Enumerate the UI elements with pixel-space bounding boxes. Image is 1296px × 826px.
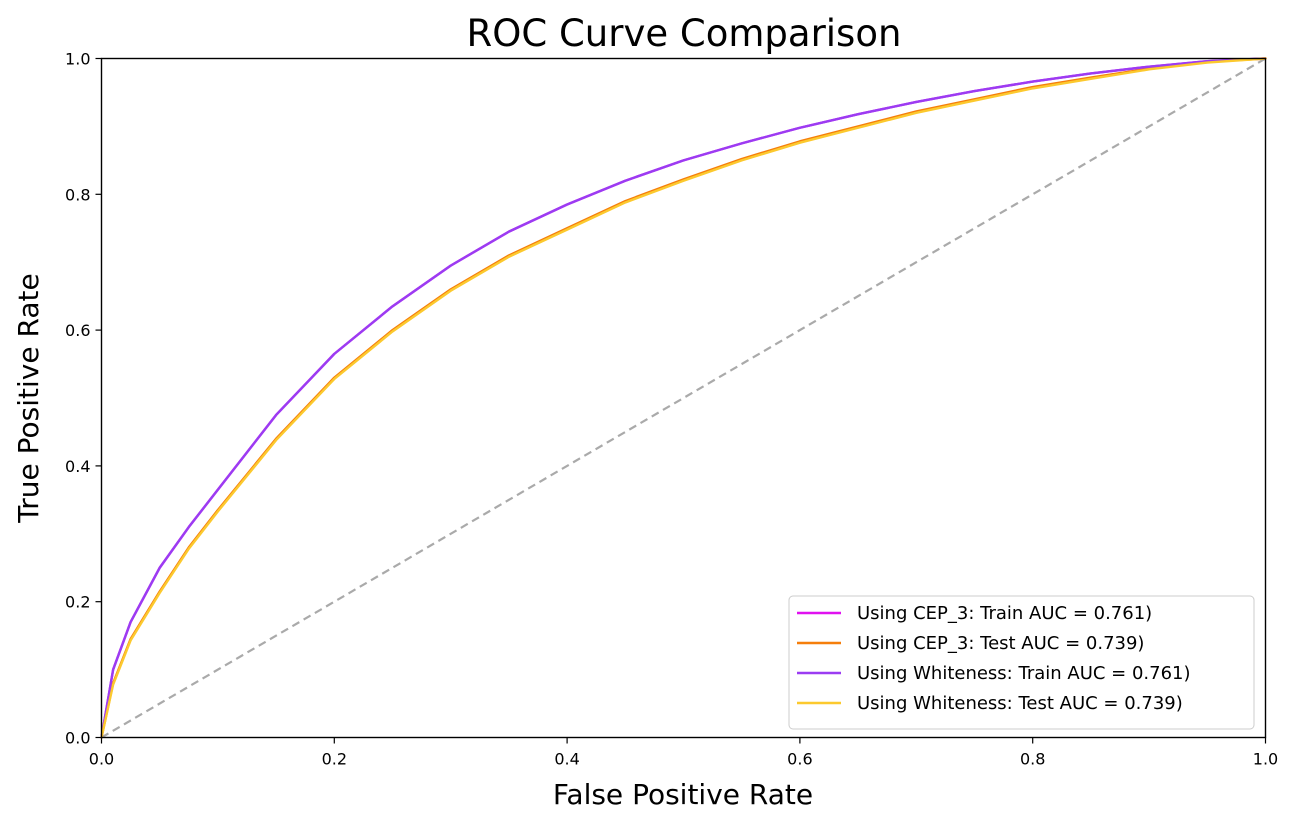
y-tick-label-4: 0.8 <box>65 185 90 204</box>
plot-area <box>100 57 1267 739</box>
x-tick-label-1: 0.2 <box>322 750 347 769</box>
x-axis-title: False Positive Rate <box>553 778 813 811</box>
legend: Using CEP_3: Train AUC = 0.761) Using CEP… <box>788 595 1255 730</box>
x-tick-label-5: 1.0 <box>1253 750 1278 769</box>
x-tick-label-2: 0.4 <box>554 750 579 769</box>
legend-label-1: Using CEP_3: Train AUC = 0.761) <box>857 603 1152 624</box>
x-tick-label-4: 0.8 <box>1020 750 1045 769</box>
y-axis-title: True Positive Rate <box>12 273 45 523</box>
legend-entries: Using CEP_3: Train AUC = 0.761) Using CEP… <box>797 603 1191 714</box>
y-tick-label-2: 0.4 <box>65 457 90 476</box>
series-layer <box>100 57 1267 739</box>
plot-frame <box>100 57 1267 739</box>
x-axis: 0.0 0.2 0.4 0.6 0.8 1.0 <box>89 737 1278 769</box>
x-tick-label-0: 0.0 <box>89 750 114 769</box>
y-axis: 0.0 0.2 0.4 0.6 0.8 1.0 <box>65 50 102 748</box>
series-line-4 <box>100 57 1267 739</box>
y-tick-label-0: 0.0 <box>65 729 90 748</box>
y-tick-label-3: 0.6 <box>65 321 90 340</box>
y-tick-label-1: 0.2 <box>65 593 90 612</box>
legend-label-2: Using CEP_3: Test AUC = 0.739) <box>857 633 1144 654</box>
x-tick-label-3: 0.6 <box>787 750 812 769</box>
chart-title: ROC Curve Comparison <box>467 12 902 55</box>
diagonal-reference-line <box>100 57 1267 739</box>
series-line-3 <box>100 57 1267 739</box>
legend-box <box>788 595 1255 730</box>
reference-layer <box>100 57 1267 739</box>
legend-label-3: Using Whiteness: Train AUC = 0.761) <box>857 663 1191 684</box>
y-tick-label-5: 1.0 <box>65 50 90 69</box>
legend-label-4: Using Whiteness: Test AUC = 0.739) <box>857 693 1183 714</box>
